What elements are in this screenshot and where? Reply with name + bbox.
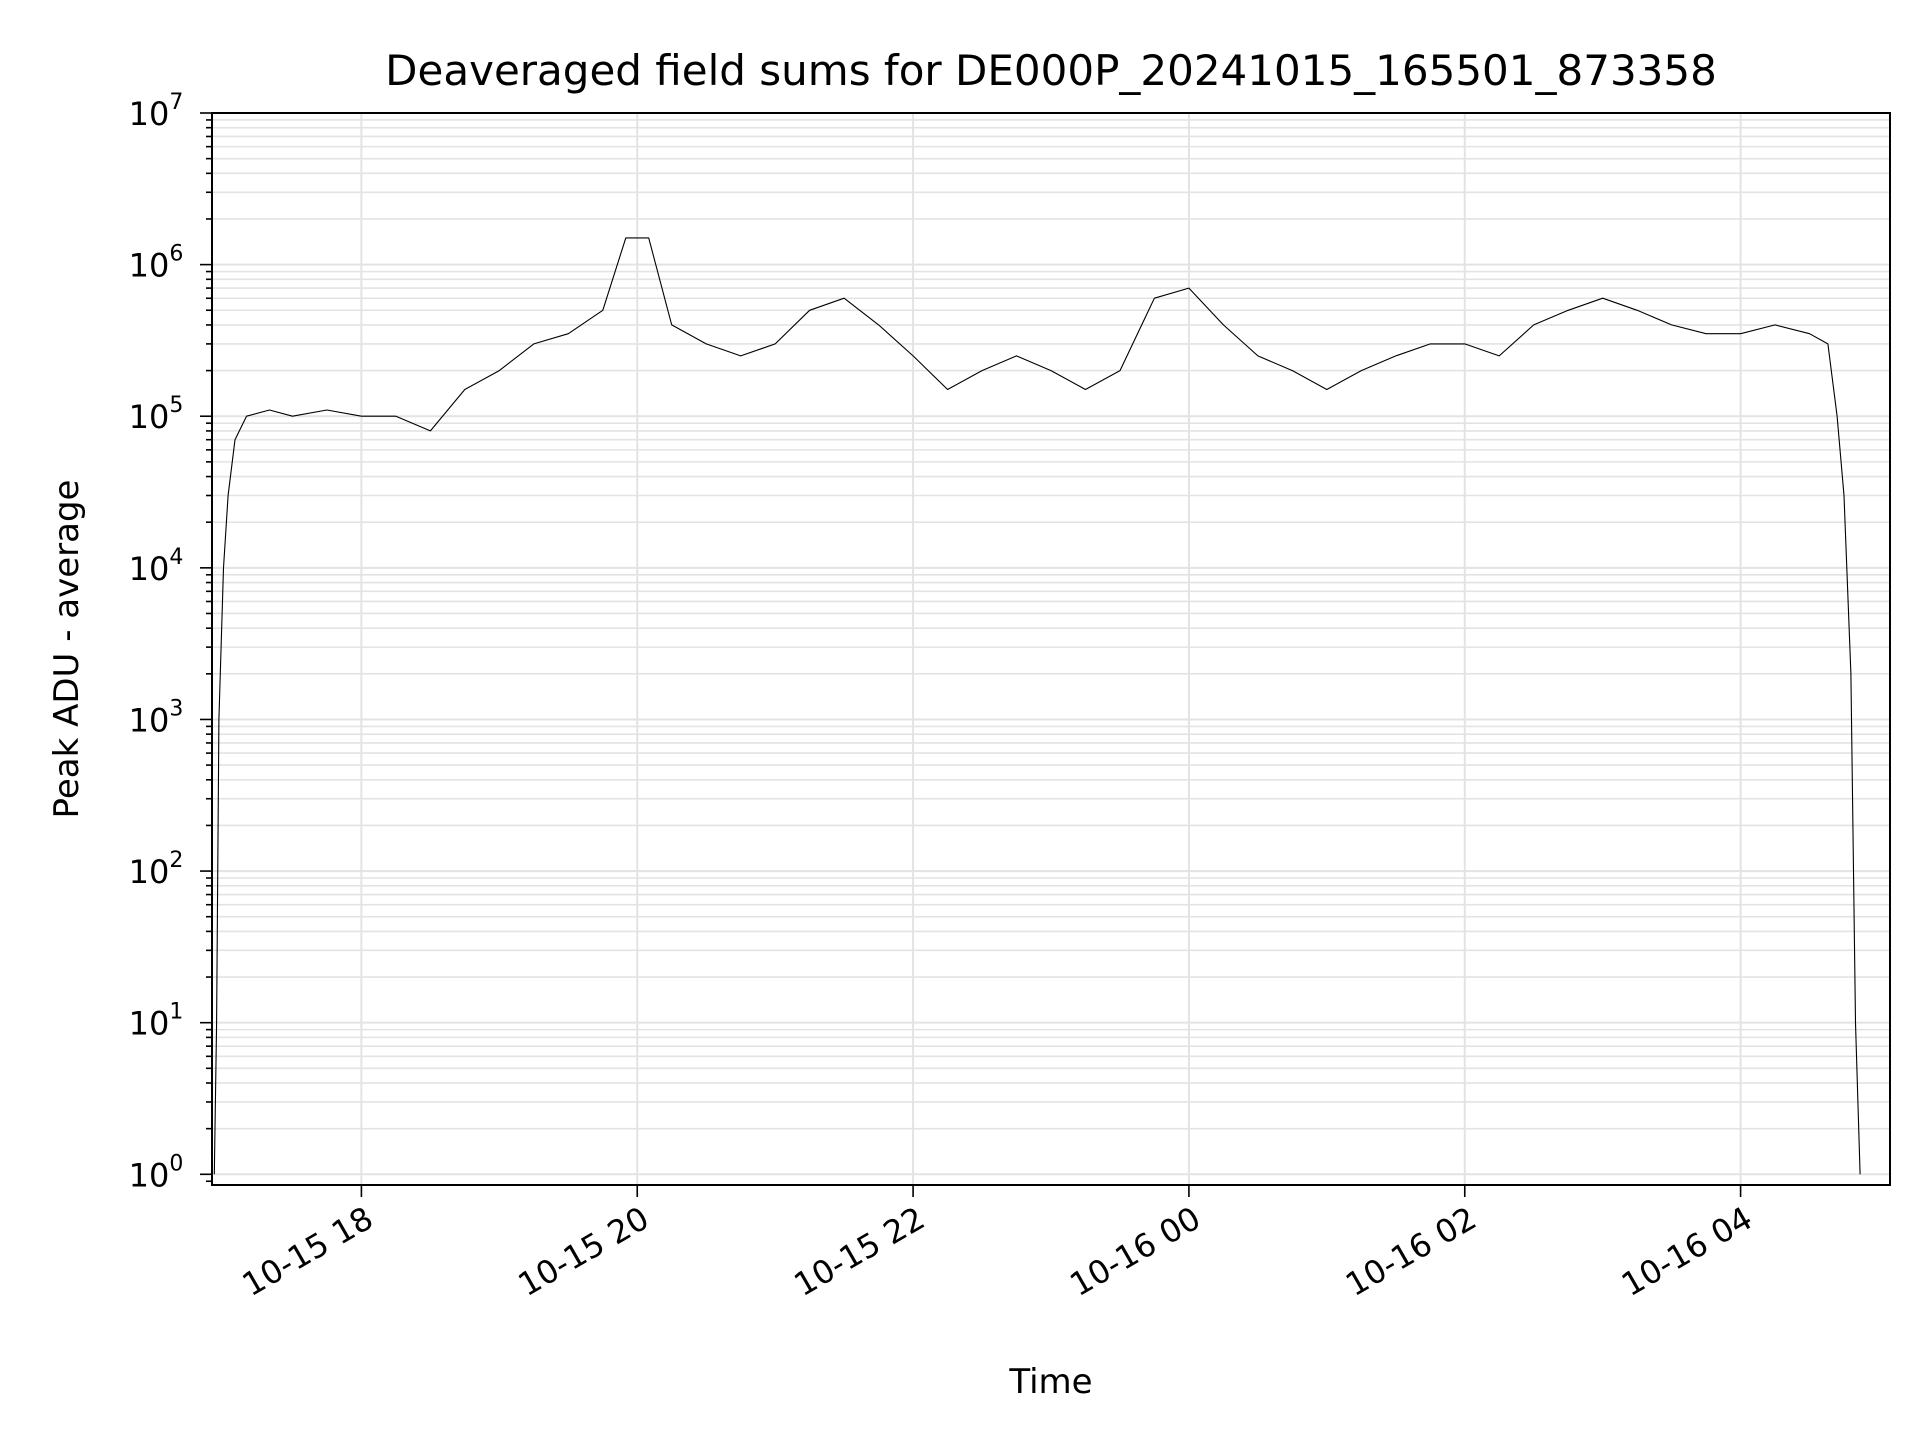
y-tick-label: 105 (129, 393, 184, 436)
chart-title: Deaveraged field sums for DE000P_2024101… (385, 46, 1717, 95)
y-axis: 100 101 102 103 104 105 106 107 (129, 90, 212, 1194)
y-tick-label: 104 (129, 545, 184, 588)
y-axis-label: Peak ADU - average (47, 480, 87, 819)
y-tick-label: 107 (129, 90, 184, 133)
plot-area (213, 237, 1861, 1175)
y-tick-label: 100 (129, 1151, 184, 1194)
y-tick-label: 103 (129, 696, 184, 739)
series-line-0 (213, 237, 1861, 1175)
plot-frame (211, 112, 1891, 1186)
y-tick-label: 106 (129, 242, 184, 285)
y-tick-label: 102 (129, 848, 184, 891)
y-tick-label: 101 (129, 1000, 184, 1043)
grid (212, 112, 1890, 1185)
x-axis-label: Time (1008, 1362, 1092, 1402)
